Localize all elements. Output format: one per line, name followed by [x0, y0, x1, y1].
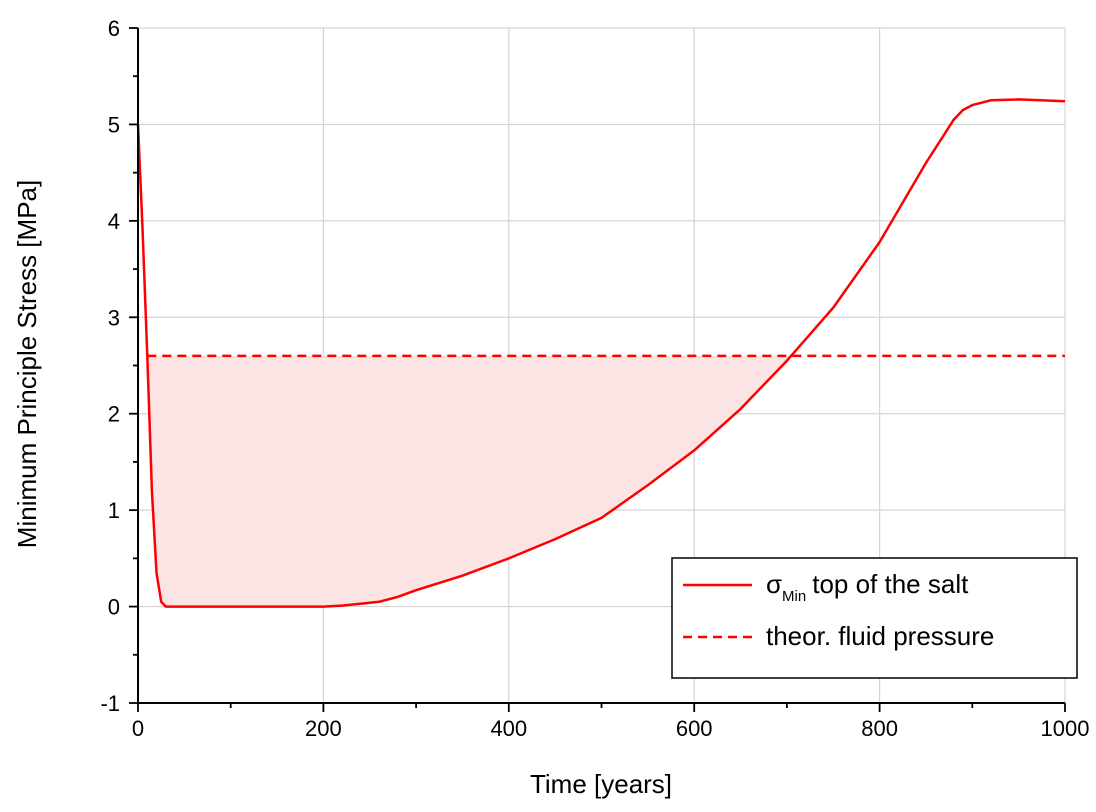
y-tick-label: -1 — [100, 691, 120, 716]
series-line-sigma-min — [136, 98, 1066, 608]
series-layer — [136, 98, 1066, 608]
legend-entry-2: theor. fluid pressure — [766, 621, 994, 651]
x-tick-label: 600 — [676, 716, 713, 741]
x-tick-label: 400 — [490, 716, 527, 741]
x-axis-title: Time [years] — [530, 769, 672, 799]
fill-region — [147, 355, 792, 607]
tick-labels: 0 200 400 600 800 1000 -1 0 1 2 3 4 5 6 — [100, 16, 1089, 741]
y-tick-label: 5 — [108, 112, 120, 137]
y-axis-title: Minimum Principle Stress [MPa] — [12, 180, 42, 548]
legend-entry-1: σMin top of the salt — [766, 569, 969, 605]
y-tick-label: 6 — [108, 16, 120, 41]
x-tick-label: 200 — [305, 716, 342, 741]
legend-symbol-sigma: σ — [766, 569, 782, 599]
shaded-area — [147, 355, 792, 607]
y-tick-label: 3 — [108, 305, 120, 330]
x-tick-label: 0 — [132, 716, 144, 741]
legend-subscript: Min — [782, 588, 806, 605]
legend: σMin top of the salt theor. fluid pressur… — [671, 557, 1078, 679]
y-tick-label: 1 — [108, 498, 120, 523]
x-tick-label: 800 — [861, 716, 898, 741]
y-tick-label: 4 — [108, 209, 120, 234]
legend-label-1: top of the salt — [812, 569, 969, 599]
axes — [129, 27, 1066, 712]
x-tick-label: 1000 — [1041, 716, 1090, 741]
legend-box — [671, 557, 1078, 679]
y-tick-label: 2 — [108, 402, 120, 427]
y-tick-label: 0 — [108, 595, 120, 620]
